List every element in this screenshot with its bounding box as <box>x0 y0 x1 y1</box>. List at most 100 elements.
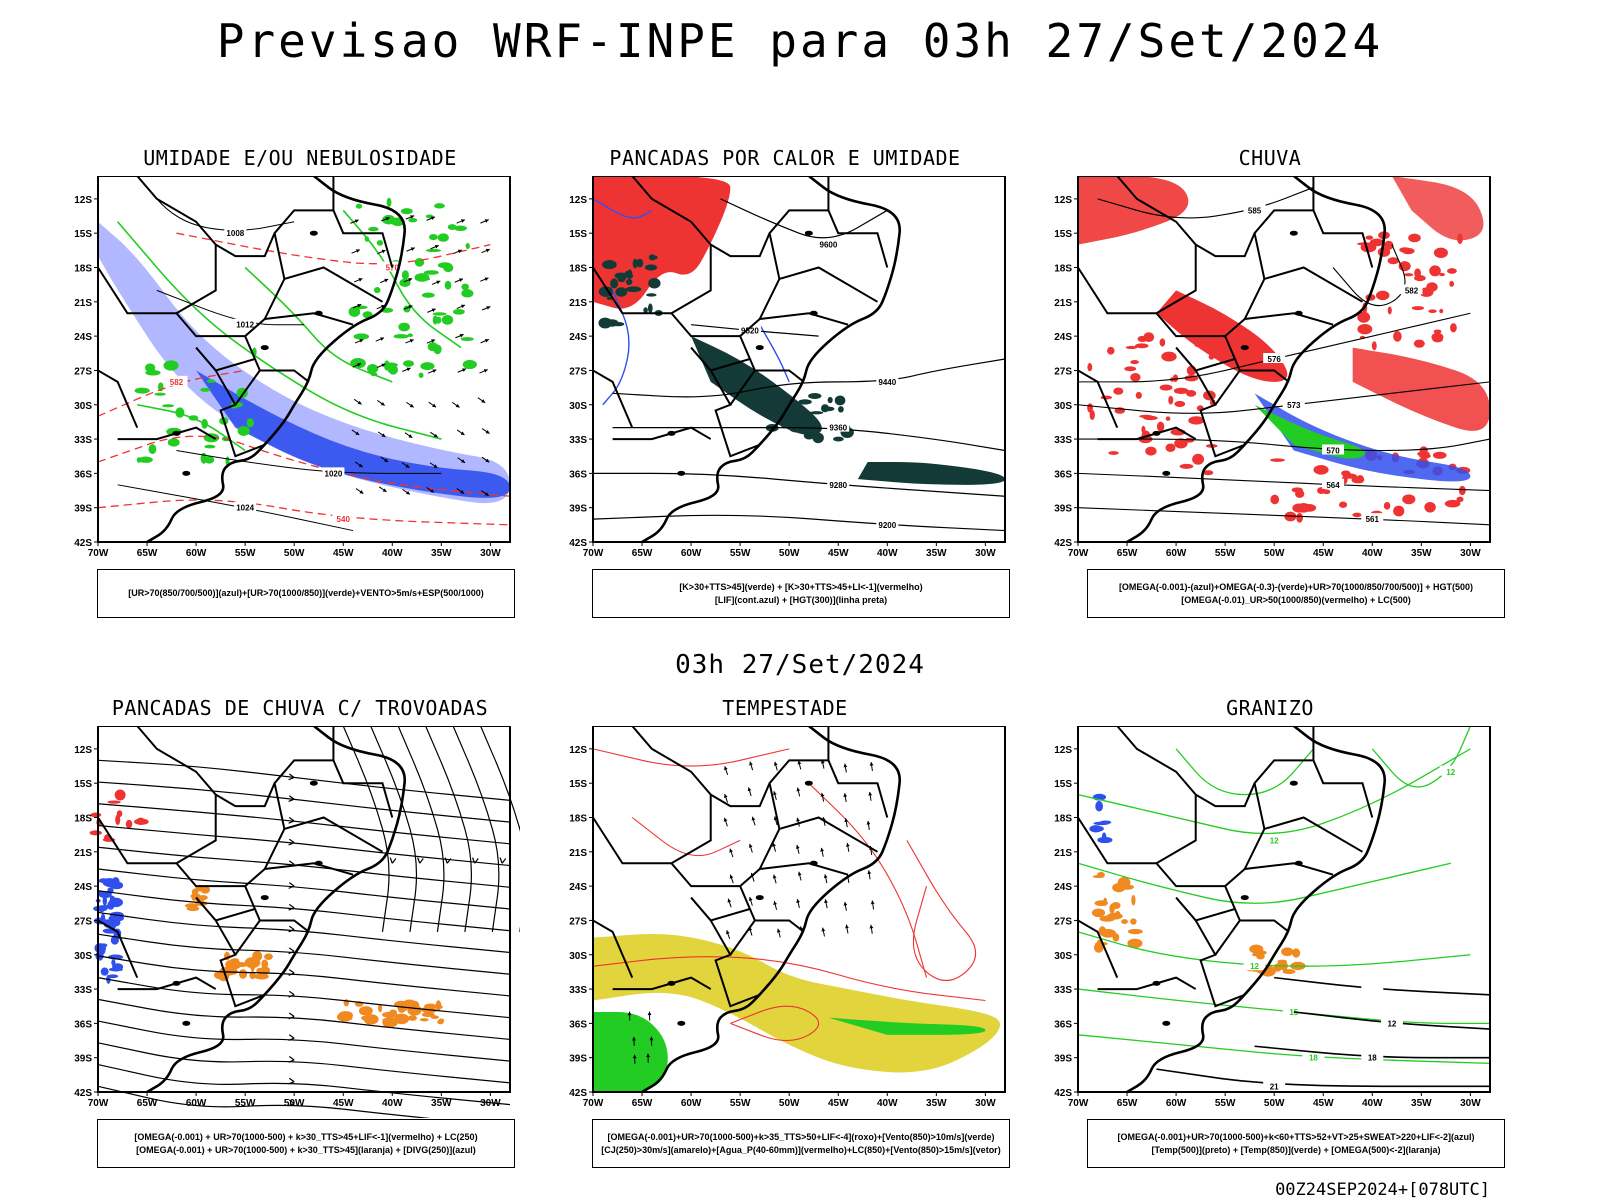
wind-vector-head <box>772 874 777 879</box>
contour-label-bg <box>1243 960 1266 971</box>
red-speck <box>1439 272 1445 277</box>
lon-label: 45W <box>828 1098 849 1109</box>
map-frame <box>97 726 511 1093</box>
green-speck <box>355 203 363 209</box>
wind-vector-head <box>844 818 849 823</box>
border-line <box>729 369 756 406</box>
wind-vector-head <box>867 870 872 875</box>
contour-label: 570 <box>1326 447 1340 456</box>
border-line <box>215 782 276 808</box>
green-speck <box>364 236 370 242</box>
teal-speck <box>778 403 785 415</box>
contour-label-bg <box>1400 284 1423 295</box>
lat-label: 24S <box>569 332 587 343</box>
teal-area <box>857 461 1005 485</box>
streamline-arrow <box>389 857 397 864</box>
border-line <box>234 919 261 956</box>
legend-pancadas-calor: [K>30+TTS>45](verde) + [K>30+TTS>45+LI<-… <box>592 569 1010 618</box>
streamline-arrow <box>417 857 424 864</box>
teal-speck <box>598 317 612 329</box>
border-line <box>592 369 634 429</box>
green-speck <box>454 225 467 232</box>
contour-label-bg <box>738 324 761 335</box>
lon-label: 55W <box>1215 1098 1236 1109</box>
streamline-arrow <box>288 795 295 803</box>
border-line <box>234 369 261 406</box>
lat-label: 24S <box>569 882 587 893</box>
green-contour <box>137 403 246 452</box>
red-speck <box>1403 273 1414 277</box>
red-speck <box>1351 476 1365 484</box>
wind-vector-head <box>649 1036 654 1041</box>
border-line <box>1077 726 1197 865</box>
contour-label: 9280 <box>829 481 847 490</box>
red-speck <box>1201 323 1207 332</box>
wind-vector-head <box>405 490 410 495</box>
lat-label: 15S <box>1054 779 1072 790</box>
lon-label: 50W <box>284 548 305 559</box>
red-speck <box>1134 343 1149 349</box>
lat-label: 36S <box>569 469 587 480</box>
wind-vector-head <box>747 787 752 792</box>
green-speck <box>425 248 441 253</box>
legend-line: [Temp(500)](preto) + [Temp(850)](verde) … <box>1151 1144 1441 1155</box>
green-speck <box>420 362 435 371</box>
wind-vector-head <box>729 874 734 879</box>
lat-label: 27S <box>1054 366 1072 377</box>
red-speck <box>1125 345 1138 350</box>
red-speck <box>1433 247 1448 259</box>
wind-vector-head <box>410 215 415 219</box>
lif-contour <box>602 290 630 406</box>
panel-title-granizo: GRANIZO <box>1226 696 1314 720</box>
orange-speck <box>250 960 255 972</box>
lon-label: 55W <box>730 1098 751 1109</box>
green-speck <box>138 456 153 463</box>
red-speck <box>1402 494 1416 505</box>
contour-label-bg <box>1282 1005 1305 1016</box>
border-line <box>215 232 276 258</box>
streamline-arrow <box>288 1034 295 1042</box>
red-speck <box>1284 511 1297 522</box>
contour-label: 21 <box>1270 1082 1279 1091</box>
lake-mark <box>809 310 818 316</box>
border-line <box>1195 782 1256 808</box>
lat-label: 36S <box>1054 469 1072 480</box>
run-timestamp: 00Z24SEP2024+[078UTC] <box>1275 1180 1490 1200</box>
red-speck <box>1399 247 1411 253</box>
green-speck <box>461 289 474 298</box>
lake-mark <box>1152 430 1161 436</box>
lon-label: 30W <box>1460 548 1481 559</box>
lake-mark <box>677 1020 686 1026</box>
legend-line: [K>30+TTS>45](verde) + [K>30+TTS>45+LI<-… <box>679 581 923 592</box>
lon-label: 70W <box>88 548 109 559</box>
red-streamline <box>592 956 986 1002</box>
wind-vector-head <box>357 400 362 405</box>
lat-label: 24S <box>1054 882 1072 893</box>
border-line <box>1214 369 1241 406</box>
lat-label: 21S <box>74 848 92 859</box>
border-line <box>758 816 878 870</box>
red-speck <box>1295 489 1305 499</box>
contour-label: 12 <box>1250 962 1259 971</box>
red-speck <box>1165 443 1176 452</box>
lake-mark <box>667 430 676 436</box>
teal-speck <box>617 273 626 283</box>
wind-vector-head <box>434 244 439 249</box>
lat-label: 12S <box>1054 745 1072 756</box>
red-speck <box>1432 451 1447 459</box>
streamline-arrow <box>288 1056 295 1063</box>
rain-red-area <box>1352 347 1490 431</box>
red-streamline <box>592 748 790 767</box>
orange-speck <box>407 1015 418 1021</box>
lake-mark <box>182 470 191 476</box>
red-speck <box>1424 502 1436 513</box>
green-speck <box>148 444 157 455</box>
wind-vector-head <box>459 333 464 338</box>
hgt-contour <box>593 472 1006 497</box>
wind-vector-head <box>436 280 441 285</box>
green-speck <box>414 273 430 282</box>
lon-label: 60W <box>186 1098 207 1109</box>
wind-vector-head <box>729 848 733 853</box>
border-line <box>1234 908 1290 933</box>
lake-mark <box>1152 980 1161 986</box>
